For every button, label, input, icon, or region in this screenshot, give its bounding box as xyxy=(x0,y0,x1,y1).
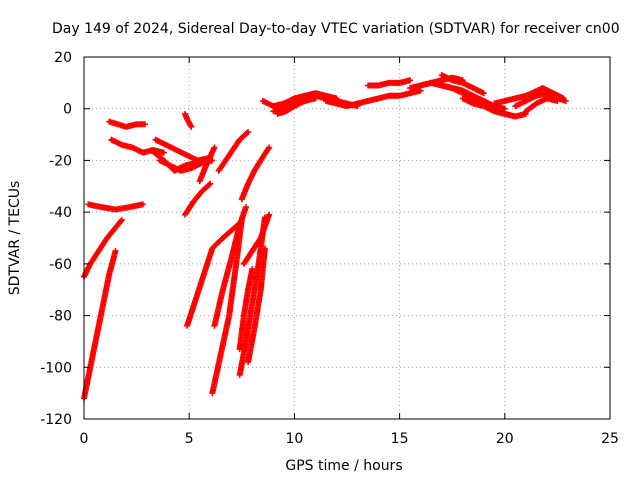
series-track-11 xyxy=(181,180,214,218)
series-track-10 xyxy=(196,144,218,185)
series-track-36 xyxy=(417,79,466,94)
series-track-13 xyxy=(209,216,245,397)
data-point xyxy=(117,218,124,225)
y-tick-label: -120 xyxy=(40,412,72,428)
y-tick-label: -60 xyxy=(49,257,72,273)
series-track-04 xyxy=(106,118,149,130)
data-point xyxy=(244,129,251,136)
data-point xyxy=(560,95,567,102)
plot-frame xyxy=(83,56,611,420)
series-track-25 xyxy=(322,87,424,110)
data-point xyxy=(142,121,149,128)
data-point xyxy=(554,97,561,104)
data-point xyxy=(211,144,218,151)
y-tick-label: -80 xyxy=(49,309,72,325)
series-track-18 xyxy=(240,211,273,267)
data-point xyxy=(160,149,167,156)
series-track-19 xyxy=(245,245,268,366)
data-point xyxy=(112,247,119,254)
series-track-26 xyxy=(365,77,414,89)
data-point xyxy=(266,144,273,151)
data-point xyxy=(407,77,414,84)
series-track-08 xyxy=(156,157,216,174)
x-tick-label: 25 xyxy=(601,431,619,447)
series-track-32 xyxy=(491,90,536,107)
x-tick-label: 0 xyxy=(80,431,89,447)
data-point xyxy=(266,211,273,218)
data-point xyxy=(480,90,487,97)
data-point xyxy=(501,105,508,112)
y-tick-label: -20 xyxy=(49,153,72,169)
data-point xyxy=(243,203,250,210)
y-tick-label: 20 xyxy=(54,50,72,66)
series-track-12 xyxy=(184,222,241,329)
x-tick-label: 15 xyxy=(391,431,409,447)
data-points xyxy=(81,72,569,402)
chart-title: Day 149 of 2024, Sidereal Day-to-day VTE… xyxy=(52,21,620,37)
data-point xyxy=(417,87,424,94)
series-track-17 xyxy=(236,266,256,353)
series-track-35 xyxy=(522,95,561,115)
data-point xyxy=(206,181,213,188)
x-tick-label: 20 xyxy=(496,431,514,447)
series-track-15 xyxy=(215,128,252,174)
y-axis-title: SDTVAR / TECUs xyxy=(7,181,23,296)
series-track-34 xyxy=(529,85,567,102)
y-tick-label: 0 xyxy=(63,102,72,118)
y-axis: -120 -100 -80 -60 -40 -20 0 20 xyxy=(40,50,610,428)
data-point xyxy=(261,245,268,252)
series-track-02 xyxy=(81,247,119,402)
y-tick-label: -100 xyxy=(40,360,72,376)
series-track-09 xyxy=(181,110,195,130)
series-track-20 xyxy=(238,144,273,203)
data-point xyxy=(207,180,214,187)
data-point xyxy=(512,113,519,120)
data-point xyxy=(265,145,272,152)
x-axis: 0 5 10 15 20 25 xyxy=(80,57,619,447)
series-track-29 xyxy=(438,72,487,97)
series-track-14 xyxy=(211,203,250,329)
y-tick-label: -40 xyxy=(49,205,72,221)
data-point xyxy=(188,123,195,130)
series-track-31 xyxy=(459,95,519,120)
data-point xyxy=(245,128,252,135)
x-tick-label: 5 xyxy=(185,431,194,447)
x-axis-title: GPS time / hours xyxy=(285,458,402,474)
data-point xyxy=(139,201,146,208)
data-point xyxy=(459,87,466,94)
series-track-03 xyxy=(85,201,146,213)
x-tick-label: 10 xyxy=(285,431,303,447)
data-point xyxy=(249,266,256,273)
data-point xyxy=(118,216,125,223)
